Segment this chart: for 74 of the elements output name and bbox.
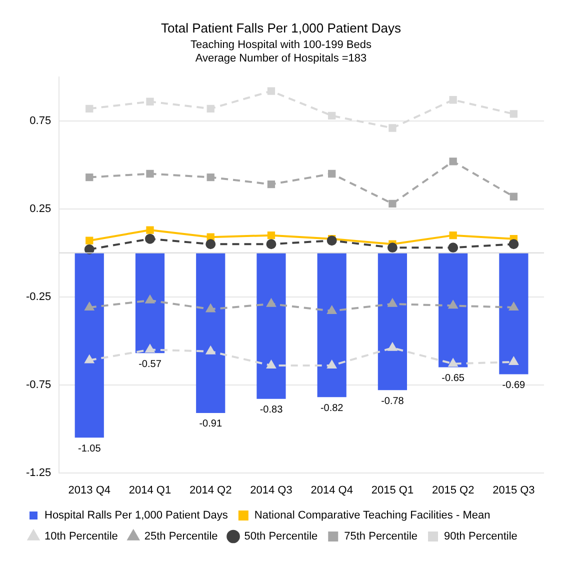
x-tick-label: 2014 Q2 — [190, 484, 232, 496]
point — [328, 170, 336, 178]
point — [206, 104, 214, 112]
point — [448, 242, 458, 253]
point — [327, 360, 336, 368]
point — [146, 170, 154, 178]
point — [146, 98, 154, 106]
data-label: -0.91 — [199, 418, 222, 430]
point — [509, 302, 518, 310]
point — [206, 173, 214, 182]
data-label: -0.65 — [442, 373, 465, 384]
point — [267, 87, 276, 95]
legend-label: 10th Percentile — [44, 530, 118, 543]
point — [510, 110, 518, 118]
point — [388, 124, 396, 132]
point — [327, 306, 336, 314]
point — [508, 239, 519, 250]
legend-label: 90th Percentile — [444, 530, 518, 543]
point — [84, 244, 94, 254]
legend-label: Hospital Ralls Per 1,000 Patient Days — [44, 510, 228, 522]
point — [267, 231, 276, 240]
point — [328, 112, 336, 120]
x-tick-label: 2015 Q2 — [432, 484, 474, 496]
point — [84, 355, 94, 364]
point — [388, 200, 396, 208]
point — [84, 302, 94, 310]
point — [266, 360, 276, 368]
legend-label: 50th Percentile — [244, 530, 318, 543]
point — [146, 295, 154, 304]
data-label: -0.82 — [320, 402, 344, 414]
point — [448, 300, 458, 309]
point — [267, 180, 276, 188]
x-tick-label: 2015 Q3 — [492, 484, 535, 496]
point — [326, 236, 337, 246]
point — [206, 239, 216, 250]
point — [146, 226, 154, 234]
y-tick-label: -1.25 — [26, 466, 52, 479]
point — [86, 236, 94, 244]
point — [449, 158, 457, 166]
legend-label: National Comparative Teaching Facilities - Mean — [254, 510, 490, 522]
point — [86, 173, 94, 182]
legend-label: 25th Percentile — [144, 530, 218, 543]
chart-subtitle: Teaching Hospital with 100-199 Beds Average Number of Hospitals =183 — [190, 39, 372, 64]
point — [448, 358, 458, 367]
point — [449, 231, 457, 240]
y-tick-label: 0.75 — [30, 115, 52, 128]
data-label: -0.78 — [381, 396, 404, 407]
y-tick-label: -0.25 — [26, 290, 52, 303]
point — [206, 304, 216, 312]
point — [388, 298, 397, 307]
point — [266, 298, 276, 307]
y-tick-label: 0.25 — [30, 202, 52, 215]
point — [206, 346, 216, 354]
point — [510, 192, 518, 200]
data-label: -1.05 — [78, 443, 102, 454]
x-tick-label: 2015 Q1 — [371, 484, 414, 496]
point — [86, 104, 94, 112]
x-tick-label: 2014 Q3 — [250, 484, 292, 496]
data-label: -0.57 — [138, 358, 162, 370]
data-label: -0.69 — [502, 380, 526, 392]
point — [146, 344, 154, 353]
x-tick-label: 2014 Q1 — [128, 484, 172, 496]
data-label: -0.83 — [260, 404, 284, 416]
chart-title: Total Patient Falls Per 1,000 Patient Days — [161, 20, 402, 36]
point — [449, 96, 457, 104]
x-tick-label: 2014 Q4 — [310, 484, 353, 496]
x-tick-label: 2013 Q4 — [68, 484, 110, 496]
point — [388, 342, 397, 351]
point — [144, 234, 155, 244]
point — [509, 356, 518, 365]
legend-label: 75th Percentile — [344, 530, 418, 543]
point — [387, 242, 398, 253]
y-tick-label: -0.75 — [26, 378, 52, 391]
point — [266, 239, 276, 250]
